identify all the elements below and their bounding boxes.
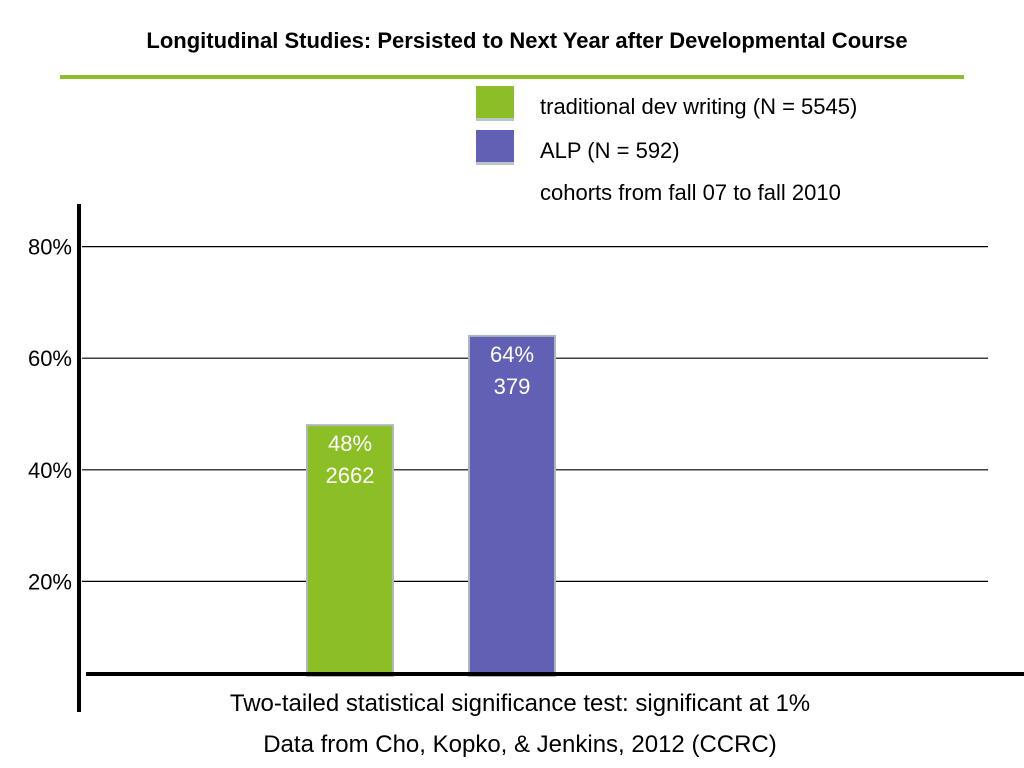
legend-label-traditional: traditional dev writing (N = 5545) <box>540 94 858 119</box>
bar-value-label: 48% <box>328 431 372 456</box>
footer-significance: Two-tailed statistical significance test… <box>229 690 811 717</box>
y-tick-label: 20% <box>28 569 72 594</box>
y-tick-label: 40% <box>28 458 72 483</box>
y-tick-label: 80% <box>28 235 72 260</box>
bar-value-label: 64% <box>490 342 534 367</box>
legend-swatch-alp <box>476 130 514 165</box>
bar-value-label: 379 <box>494 374 531 399</box>
footer-source: Data from Cho, Kopko, & Jenkins, 2012 (C… <box>263 731 777 758</box>
y-tick-label: 60% <box>28 346 72 371</box>
bar <box>306 424 394 677</box>
cohort-note: cohorts from fall 07 to fall 2010 <box>540 180 841 205</box>
bar-value-label: 2662 <box>326 463 375 488</box>
legend-label-alp: ALP (N = 592) <box>540 138 680 163</box>
legend-swatch-traditional <box>476 86 514 121</box>
bar <box>468 334 556 677</box>
title-underline <box>60 75 964 79</box>
chart-title: Longitudinal Studies: Persisted to Next … <box>146 28 908 53</box>
